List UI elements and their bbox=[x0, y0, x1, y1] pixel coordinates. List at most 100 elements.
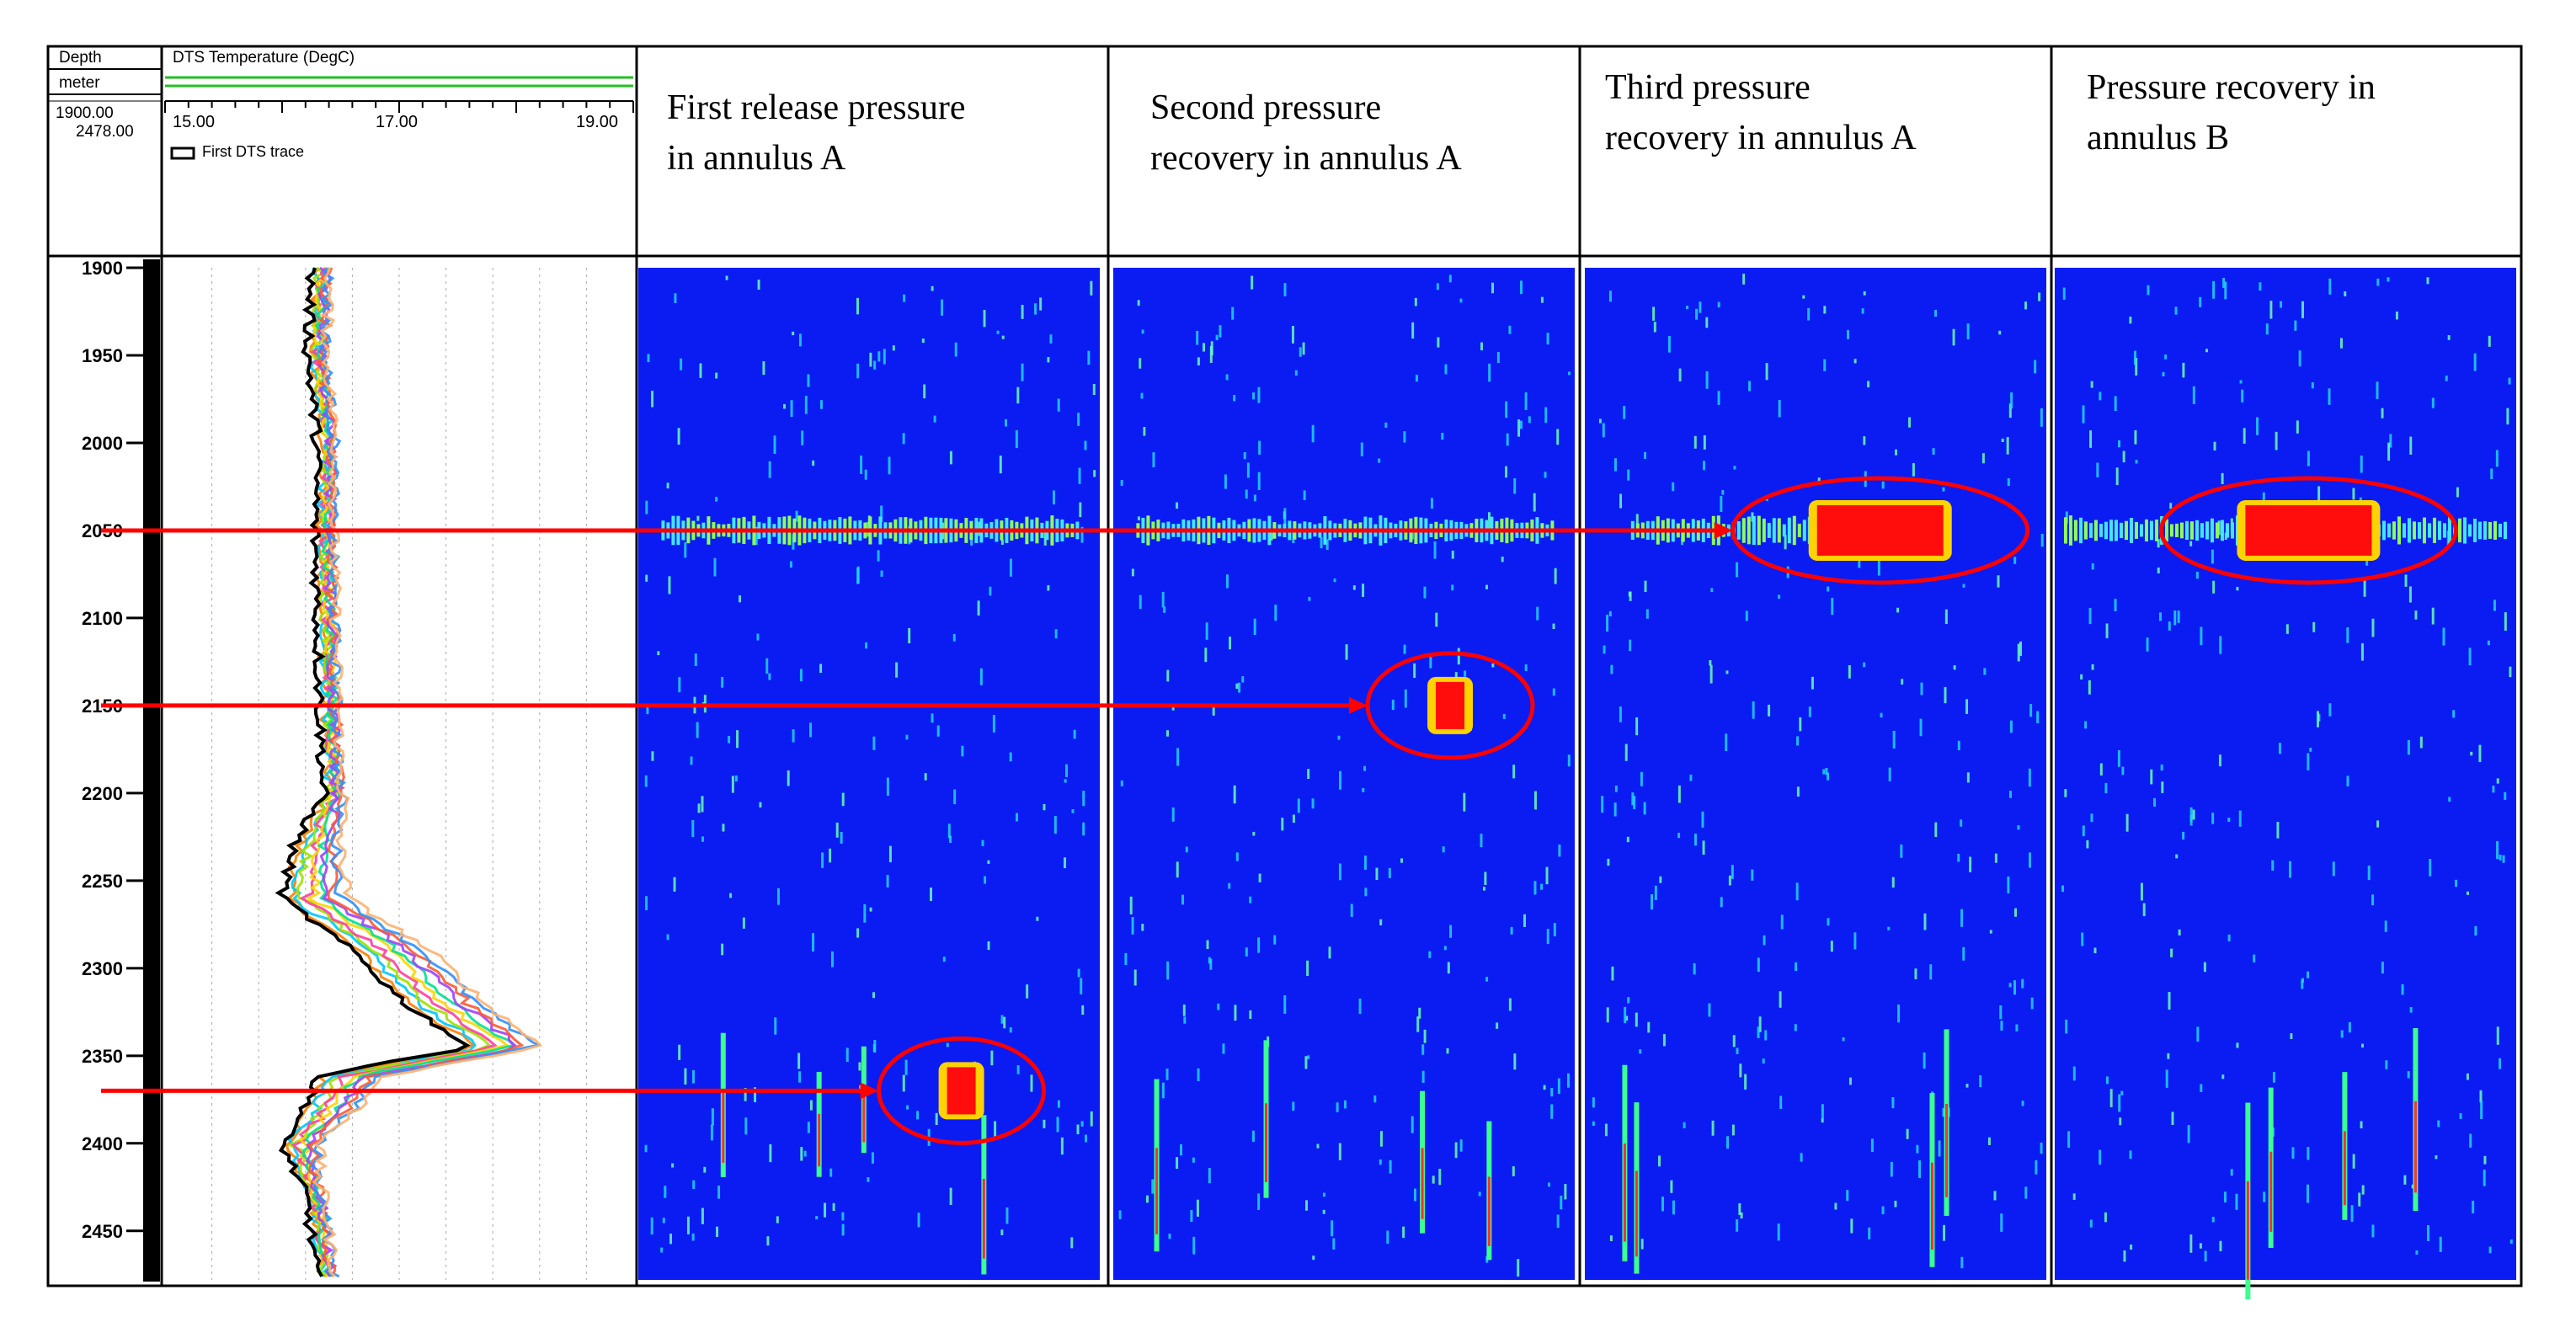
das-speckle bbox=[1081, 1005, 1085, 1015]
das-speckle bbox=[1625, 1015, 1629, 1021]
das-speckle bbox=[2488, 335, 2491, 347]
das-speckle bbox=[1546, 929, 1549, 945]
das-band-segment bbox=[2093, 520, 2098, 541]
das-speckle bbox=[1633, 796, 1636, 809]
das-speckle bbox=[2487, 640, 2490, 646]
das-speckle bbox=[1881, 1206, 1885, 1215]
das-speckle bbox=[717, 1186, 721, 1199]
das-speckle bbox=[1934, 822, 1938, 838]
das-speckle bbox=[1228, 882, 1231, 889]
das-speckle bbox=[1944, 686, 1947, 704]
das-speckle bbox=[1932, 448, 1935, 455]
das-speckle bbox=[1626, 836, 1629, 843]
das-speckle bbox=[1662, 1034, 1666, 1047]
das-speckle bbox=[1307, 1055, 1310, 1059]
das-speckle bbox=[1524, 392, 1528, 410]
das-streak-core bbox=[862, 1089, 866, 1143]
das-band-segment bbox=[2088, 523, 2093, 538]
das-speckle bbox=[2211, 1217, 2215, 1223]
das-band-segment bbox=[2129, 517, 2133, 543]
das-speckle bbox=[2135, 460, 2138, 464]
das-streak-core bbox=[1945, 1103, 1949, 1197]
das-speckle bbox=[1550, 1088, 1554, 1097]
das-speckle bbox=[1502, 713, 1506, 719]
das-speckle bbox=[686, 1216, 690, 1234]
das-speckle bbox=[1653, 322, 1656, 333]
das-speckle bbox=[1751, 869, 1754, 881]
das-speckle bbox=[1624, 1006, 1627, 1024]
das-speckle bbox=[1699, 301, 1702, 313]
das-speckle bbox=[902, 1074, 905, 1092]
hot-zone-circle bbox=[2158, 476, 2458, 585]
das-band-segment bbox=[2381, 520, 2386, 541]
das-speckle bbox=[1703, 434, 1706, 450]
das-speckle bbox=[1141, 924, 1144, 931]
das-speckle bbox=[1379, 1159, 1382, 1165]
das-speckle bbox=[1604, 1123, 1608, 1137]
das-speckle bbox=[677, 428, 680, 445]
das-speckle bbox=[1001, 335, 1005, 339]
das-speckle bbox=[2298, 350, 2301, 367]
das-speckle bbox=[2104, 1212, 2107, 1223]
das-speckle bbox=[812, 460, 815, 466]
das-speckle bbox=[692, 1180, 696, 1190]
das-speckle bbox=[1962, 584, 1965, 588]
das-speckle bbox=[1726, 1136, 1730, 1149]
das-speckle bbox=[1891, 1097, 1895, 1109]
das-speckle bbox=[2381, 962, 2384, 974]
das-speckle bbox=[1979, 1075, 1982, 1088]
das-speckle bbox=[647, 354, 650, 363]
das-speckle bbox=[1868, 1227, 1871, 1239]
das-speckle bbox=[2061, 885, 2065, 893]
das-speckle bbox=[1449, 925, 1453, 938]
das-speckle bbox=[1721, 489, 1725, 495]
das-speckle bbox=[2173, 610, 2177, 626]
das-speckle bbox=[1003, 1016, 1006, 1029]
das-speckle bbox=[1235, 852, 1239, 861]
das-speckle bbox=[977, 600, 980, 616]
das-speckle bbox=[858, 1062, 861, 1071]
das-band-segment bbox=[2417, 522, 2421, 539]
das-speckle bbox=[2034, 360, 2037, 374]
das-speckle bbox=[2204, 1250, 2207, 1262]
das-speckle bbox=[987, 941, 990, 951]
das-speckle bbox=[1608, 291, 1612, 302]
das-speckle bbox=[776, 888, 780, 905]
das-speckle bbox=[2468, 648, 2472, 663]
das-speckle bbox=[1651, 894, 1654, 910]
das-speckle bbox=[1799, 717, 1802, 732]
das-speckle bbox=[1030, 1074, 1033, 1092]
das-band-segment bbox=[2447, 516, 2451, 545]
das-speckle bbox=[895, 662, 899, 678]
das-speckle bbox=[1517, 419, 1521, 437]
das-speckle bbox=[1564, 1184, 1567, 1200]
das-speckle bbox=[1005, 1207, 1009, 1224]
das-speckle bbox=[1389, 1159, 1392, 1174]
das-speckle bbox=[673, 877, 676, 892]
das-speckle bbox=[2084, 721, 2088, 729]
das-speckle bbox=[2472, 1200, 2475, 1213]
das-speckle bbox=[1077, 968, 1080, 978]
das-speckle bbox=[1137, 516, 1140, 520]
das-speckle bbox=[1592, 1121, 1595, 1127]
das-speckle bbox=[2447, 335, 2451, 340]
das-speckle bbox=[1614, 785, 1618, 792]
das-speckle bbox=[2140, 882, 2143, 901]
das-speckle bbox=[2170, 948, 2173, 957]
das-speckle bbox=[1966, 772, 1970, 783]
das-speckle bbox=[1463, 792, 1466, 812]
das-speckle bbox=[2376, 820, 2380, 828]
das-speckle bbox=[722, 824, 725, 832]
das-speckle bbox=[2236, 586, 2239, 591]
das-speckle bbox=[903, 294, 906, 302]
das-speckle bbox=[1253, 618, 1256, 636]
das-band-segment bbox=[2149, 520, 2153, 541]
das-speckle bbox=[1556, 429, 1560, 445]
das-speckle bbox=[1823, 359, 1827, 371]
das-speckle bbox=[2294, 320, 2297, 331]
das-speckle bbox=[2187, 1125, 2190, 1143]
das-speckle bbox=[2371, 894, 2375, 906]
das-speckle bbox=[2164, 354, 2168, 360]
das-speckle bbox=[1610, 664, 1613, 674]
das-speckle bbox=[1652, 307, 1656, 321]
